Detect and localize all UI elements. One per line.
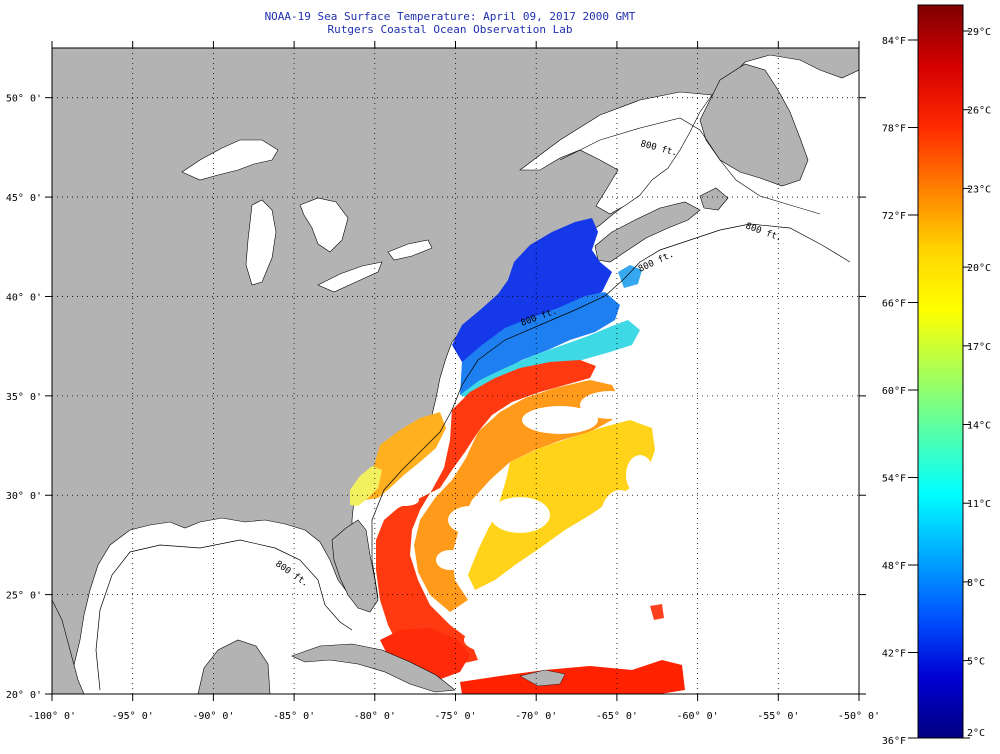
stlawrence-isobath <box>559 117 821 215</box>
colorbar-label-c: 26°C <box>967 106 991 117</box>
colorbar-label-f: 72°F <box>882 211 906 222</box>
land-yucatan <box>197 639 271 694</box>
lon-tick-label: -90° 0' <box>192 711 234 722</box>
colorbar <box>917 4 964 739</box>
lat-tick-label: 50° 0' <box>6 94 42 105</box>
land-cape-breton <box>699 187 729 211</box>
colorbar-label-f: 36°F <box>882 736 906 747</box>
gulf-isobath <box>95 539 353 691</box>
sst-caribbean-red <box>460 660 685 694</box>
lon-tick-label: -60° 0' <box>677 711 719 722</box>
colorbar-label-f: 84°F <box>882 36 906 47</box>
lon-tick-label: -80° 0' <box>354 711 396 722</box>
lake-ontario <box>387 239 433 261</box>
colorbar-label-c: 17°C <box>967 342 991 353</box>
lake-michigan <box>245 199 277 286</box>
lat-tick-label: 45° 0' <box>6 193 42 204</box>
land-mexico <box>52 599 85 694</box>
colorbar-label-f: 78°F <box>882 124 906 135</box>
land-hispaniola <box>519 669 566 687</box>
colorbar-label-c: 2°C <box>967 728 985 739</box>
axes: -100° 0' -95° 0' -90° 0' -85° 0' -80° 0' -75°… <box>6 41 880 722</box>
colorbar-labels: 84°F 78°F 72°F 66°F 60°F 54°F 48°F 42°F 36°F 29°C… <box>882 27 991 747</box>
colorbar-label-c: 20°C <box>967 263 991 274</box>
colorbar-label-c: 14°C <box>967 421 991 432</box>
atlantic-isobath <box>371 223 851 599</box>
lat-tick-label: 40° 0' <box>6 292 42 303</box>
lake-huron <box>299 197 349 253</box>
lon-tick-label: -70° 0' <box>515 711 557 722</box>
lon-tick-label: -65° 0' <box>596 711 638 722</box>
lon-tick-label: -95° 0' <box>112 711 154 722</box>
map-title: NOAA-19 Sea Surface Temperature: April 0… <box>264 10 636 23</box>
sst-shelf-blue <box>460 292 620 395</box>
lon-tick-label: -100° 0' <box>28 711 76 722</box>
lon-tick-label: -85° 0' <box>273 711 315 722</box>
sst-nova-scotia-patch <box>618 265 642 288</box>
colorbar-label-f: 54°F <box>882 474 906 485</box>
land-cuba <box>291 643 456 693</box>
lat-tick-label: 20° 0' <box>6 690 42 701</box>
colorbar-label-c: 8°C <box>967 578 985 589</box>
land-nova-scotia <box>594 201 701 263</box>
colorbar-label-c: 11°C <box>967 499 991 510</box>
colorbar-label-f: 66°F <box>882 299 906 310</box>
lon-tick-label: -75° 0' <box>434 711 476 722</box>
lake-superior <box>181 139 279 181</box>
sst-shelf-orange <box>365 412 446 500</box>
lake-erie <box>317 261 383 293</box>
sst-gulf-of-maine <box>452 218 612 362</box>
gulf-of-st-lawrence <box>519 91 713 215</box>
lat-tick-label: 35° 0' <box>6 392 42 403</box>
lon-tick-label: -55° 0' <box>757 711 799 722</box>
lat-tick-label: 25° 0' <box>6 591 42 602</box>
colorbar-label-f: 42°F <box>882 649 906 660</box>
colorbar-label-f: 60°F <box>882 386 906 397</box>
map-subtitle: Rutgers Coastal Ocean Observation Lab <box>327 23 573 36</box>
land-florida <box>331 519 379 613</box>
colorbar-label-f: 48°F <box>882 561 906 572</box>
colorbar-label-c: 29°C <box>967 27 991 38</box>
colorbar-label-c: 23°C <box>967 184 991 195</box>
lon-tick-label: -50° 0' <box>838 711 880 722</box>
sst-sargasso-orange <box>414 380 620 612</box>
colorbar-label-c: 5°C <box>967 657 985 668</box>
cloud-cover <box>391 391 654 652</box>
sst-sargasso-yellow <box>468 420 655 590</box>
sst-nearshore-yellow <box>350 466 382 506</box>
land-newfoundland <box>699 63 809 187</box>
lat-tick-label: 30° 0' <box>6 491 42 502</box>
sst-caribbean-red-east <box>650 604 664 620</box>
